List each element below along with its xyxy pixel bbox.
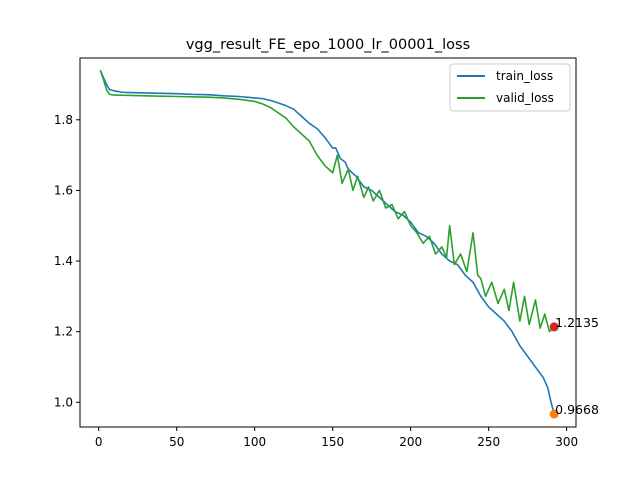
series-line-valid-loss (99, 70, 555, 333)
y-tick-label: 1.6 (54, 183, 73, 197)
x-tick-label: 200 (399, 435, 422, 449)
marker-layer: 1.2135 0.9668 (549, 315, 599, 419)
final-value-label-train-loss: 0.9668 (555, 402, 599, 417)
x-tick-label: 250 (477, 435, 500, 449)
final-point-valid-loss (549, 322, 559, 332)
legend: train_loss valid_loss (449, 63, 571, 112)
axes-frame (79, 57, 577, 428)
x-tick-label: 300 (555, 435, 578, 449)
y-tick-label: 1.4 (54, 254, 73, 268)
y-tick-label: 1.8 (54, 113, 73, 127)
y-axis: 1.0 1.2 1.4 1.6 1.8 (54, 113, 80, 409)
x-tick-label: 50 (169, 435, 184, 449)
x-axis: 0 50 100 150 200 250 300 (95, 427, 578, 449)
x-tick-label: 0 (95, 435, 103, 449)
series-layer (99, 70, 555, 415)
chart-title: vgg_result_FE_epo_1000_lr_00001_loss (186, 37, 470, 53)
x-tick-label: 100 (243, 435, 266, 449)
y-tick-label: 1.2 (54, 325, 73, 339)
final-point-train-loss (549, 409, 559, 419)
legend-label-train-loss: train_loss (496, 69, 553, 83)
final-value-label-valid-loss: 1.2135 (555, 315, 599, 330)
legend-label-valid-loss: valid_loss (496, 91, 554, 105)
plot-area: 1.2135 0.9668 (79, 57, 599, 428)
x-tick-label: 150 (321, 435, 344, 449)
y-tick-label: 1.0 (54, 395, 73, 409)
